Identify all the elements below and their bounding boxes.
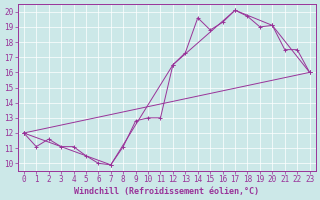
- X-axis label: Windchill (Refroidissement éolien,°C): Windchill (Refroidissement éolien,°C): [74, 187, 259, 196]
